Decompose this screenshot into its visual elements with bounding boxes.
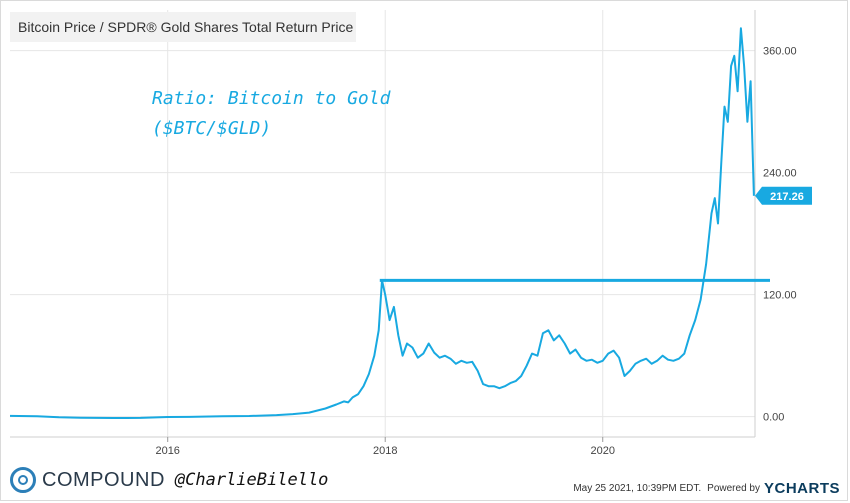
powered-by-label: Powered by bbox=[707, 483, 760, 494]
y-tick-label: 120.00 bbox=[763, 290, 797, 302]
ycharts-logo[interactable]: YCHARTS bbox=[763, 480, 840, 497]
y-tick-label: 0.00 bbox=[763, 412, 784, 424]
y-tick-label: 360.00 bbox=[763, 46, 797, 58]
y-axis-ticks: 0.00 120.00 240.00 360.00 bbox=[763, 46, 797, 424]
series-line-btc-gld bbox=[9, 27, 755, 419]
footer-branding: COMPOUND @CharlieBilello bbox=[10, 466, 328, 494]
last-value-badge: 217.26 bbox=[755, 186, 812, 205]
last-value-label: 217.26 bbox=[770, 191, 804, 203]
grid bbox=[10, 10, 756, 438]
chart-title: Bitcoin Price / SPDR® Gold Shares Total … bbox=[10, 12, 356, 42]
brand-name: COMPOUND bbox=[42, 468, 165, 491]
x-tick-label: 2016 bbox=[155, 445, 179, 457]
x-tick-label: 2018 bbox=[373, 445, 397, 457]
footer-credit: May 25 2021, 10:39PM EDT. Powered by YCH… bbox=[573, 480, 840, 497]
annotation-line-2: ($BTC/$GLD) bbox=[152, 118, 272, 139]
last-value-badge-shape bbox=[755, 186, 812, 205]
compound-logo-icon bbox=[10, 467, 36, 493]
x-tick-label: 2020 bbox=[590, 445, 614, 457]
annotation-line-1: Ratio: Bitcoin to Gold bbox=[152, 88, 391, 109]
x-axis-ticks: 2016 2018 2020 bbox=[155, 437, 615, 457]
author-handle: @CharlieBilello bbox=[174, 470, 329, 490]
timestamp: May 25 2021, 10:39PM EDT. bbox=[573, 483, 702, 494]
y-tick-label: 240.00 bbox=[763, 168, 797, 180]
